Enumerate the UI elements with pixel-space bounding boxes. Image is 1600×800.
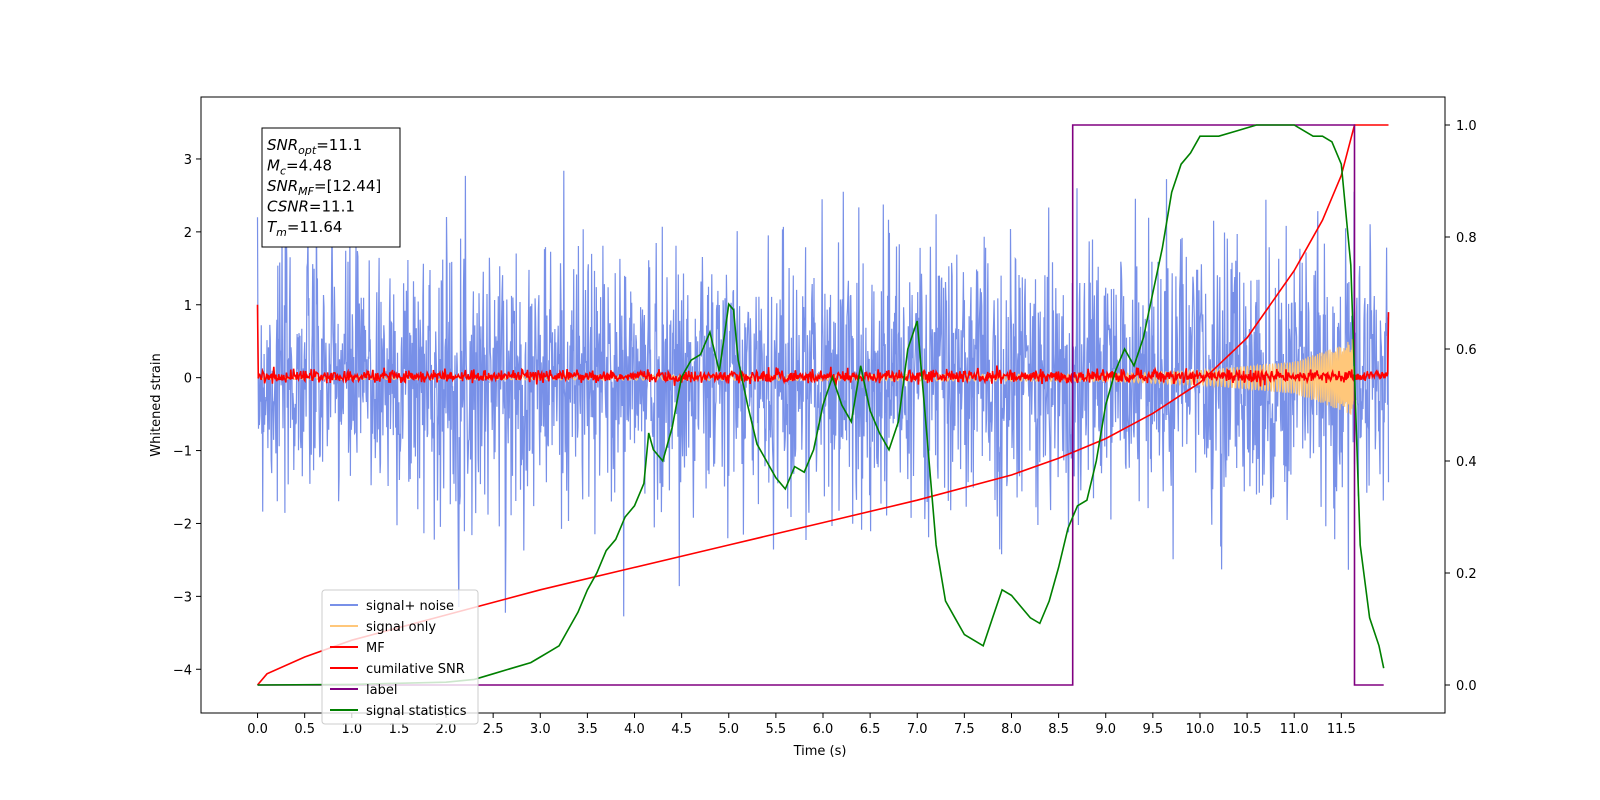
y2-tick-label: 0.4 [1456,455,1477,470]
x-tick-label: 5.0 [718,722,739,737]
y-axis-label: Whitened strain [149,353,164,456]
axes-layer: 0.0 0.5 1.0 1.5 2.0 2.5 3.0 3.5 4.0 4.5 5.0 5.5 6.0 6… [173,119,1477,737]
x-tick-label: 9.5 [1143,722,1164,737]
y-tick-label: 2 [184,226,192,241]
legend-label: signal+ noise [366,599,454,614]
annotation-line: Tm=11.64 [267,218,342,239]
legend-label: cumilative SNR [366,662,465,677]
x-tick-label: 10.0 [1185,722,1214,737]
x-tick-label: 1.0 [341,722,362,737]
series-line-mf [256,304,1390,387]
y-tick-label: 0 [184,372,192,387]
legend-label: signal statistics [366,704,467,719]
annotation-box: SNRopt=11.1Mc=4.48SNRMF=[12.44]CSNR=11.1… [261,127,401,248]
x-tick-label: 6.0 [813,722,834,737]
x-tick-label: 11.0 [1280,722,1309,737]
legend-frame [321,589,479,725]
x-tick-label: 7.0 [907,722,928,737]
x-tick-label: 10.5 [1233,722,1262,737]
legend-label: signal only [366,620,436,635]
y-tick-label: 1 [184,299,192,314]
x-tick-label: 3.0 [530,722,551,737]
y2-tick-label: 0.2 [1456,567,1477,582]
annotation-line: Mc=4.48 [267,157,332,178]
x-tick-label: 8.5 [1048,722,1069,737]
y2-tick-label: 1.0 [1456,119,1477,134]
x-tick-label: 3.5 [577,722,598,737]
x-tick-label: 7.5 [954,722,975,737]
annotation-line: SNRMF=[12.44] [267,177,381,198]
annotation-line: SNRopt=11.1 [267,136,362,157]
x-axis-label: Time (s) [793,744,847,759]
x-tick-label: 4.5 [671,722,692,737]
x-tick-label: 8.0 [1001,722,1022,737]
annotation-line: CSNR=11.1 [267,198,355,216]
legend-label: label [366,683,397,698]
x-tick-label: 2.0 [436,722,457,737]
y2-tick-label: 0.6 [1456,343,1477,358]
series-line-signal-statistics [257,124,1385,686]
y-tick-label: −2 [173,517,192,532]
y2-tick-label: 0.8 [1456,231,1477,246]
y-tick-label: −1 [173,445,192,460]
legend: signal+ noise signal only MF cumilative SNR… [321,589,479,725]
x-tick-label: 5.5 [766,722,787,737]
y-tick-label: 3 [184,153,192,168]
y-tick-label: −3 [173,590,192,605]
x-tick-label: 0.0 [247,722,268,737]
x-tick-label: 6.5 [860,722,881,737]
annotation-frame [261,127,401,248]
x-tick-label: 9.0 [1095,722,1116,737]
x-tick-label: 1.5 [389,722,410,737]
x-tick-label: 0.5 [294,722,315,737]
x-tick-label: 2.5 [483,722,504,737]
series-line-signal-noise [256,170,1390,617]
y2-tick-label: 0.0 [1456,679,1477,694]
x-tick-label: 11.5 [1327,722,1356,737]
series-line-label [257,124,1384,686]
legend-label: MF [366,641,385,656]
y-tick-label: −4 [173,663,192,678]
x-tick-label: 4.0 [624,722,645,737]
